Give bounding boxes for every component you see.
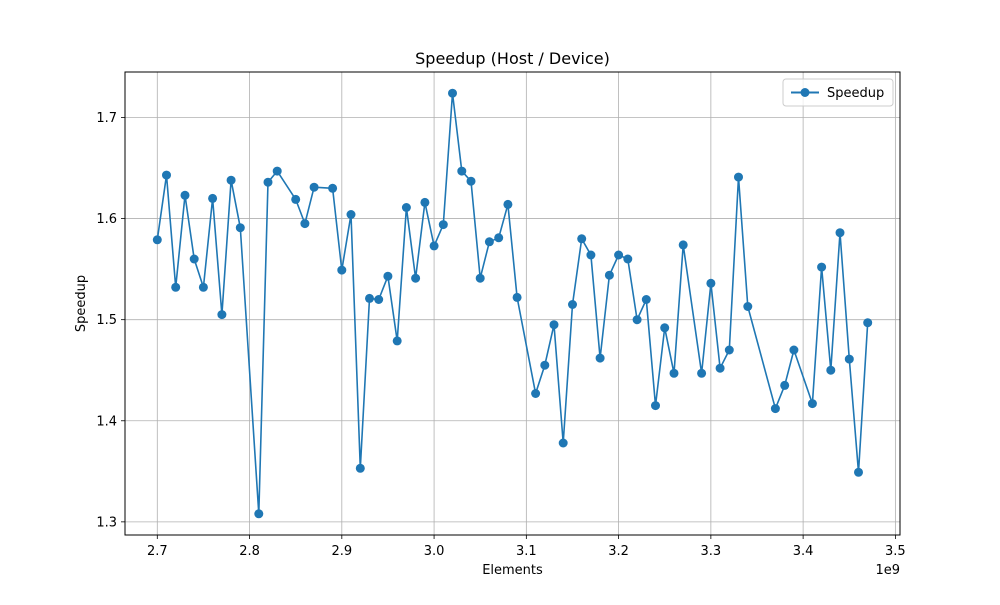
data-point [484,237,494,247]
y-tick-label: 1.3 [96,515,117,530]
data-point [420,197,430,207]
x-tick-label: 3.1 [516,544,537,559]
data-point [568,300,577,309]
data-point [346,210,356,219]
data-point [863,318,873,328]
data-point [365,293,374,303]
data-point [651,401,660,411]
data-point [678,240,688,250]
data-point [162,170,171,180]
data-point [198,282,208,292]
data-point [660,323,670,333]
y-axis-label: Speedup [74,275,89,332]
data-point [429,241,439,251]
data-point [300,219,310,229]
ticks-layer: 2.7 2.8 2.9 3.0 3.1 3.2 3.3 3.4 3.5 1.3 1.4 1.5 1.6 1… [96,111,905,559]
data-point [586,250,596,260]
data-point [208,193,218,203]
data-point [438,220,448,230]
data-point [475,273,485,283]
data-point [309,182,319,192]
data-point [817,262,827,272]
data-point [641,295,651,304]
data-point [854,467,863,477]
data-point [374,295,384,304]
y-tick-label: 1.6 [96,212,117,227]
data-point [512,292,522,302]
legend: Speedup [782,78,894,107]
x-tick-label: 3.0 [424,544,445,559]
data-point [189,254,199,264]
y-tick-label: 1.5 [96,313,117,328]
x-axis-label: Elements [482,563,543,578]
data-point [337,265,347,275]
data-point [328,183,338,193]
data-point [171,282,181,292]
x-tick-label: 3.4 [793,544,814,559]
data-point [706,278,716,288]
data-point [780,380,790,390]
data-point [254,509,264,519]
data-point [291,194,301,204]
x-tick-label: 2.9 [331,544,352,559]
data-point [383,271,393,281]
data-point [614,250,624,260]
data-point [235,223,245,233]
x-axis-offset-label: 1e9 [875,563,900,578]
data-point [558,438,568,448]
data-point [226,175,236,185]
data-point [540,360,550,370]
data-point [669,368,679,378]
legend-label: Speedup [827,86,884,101]
data-point [503,199,513,209]
data-point [217,310,227,320]
data-point [789,345,799,355]
data-point [448,88,457,98]
series-layer [152,88,873,519]
data-point [734,172,743,182]
data-point [743,302,753,311]
plot-frame [124,71,901,536]
data-point [724,345,734,355]
data-point [632,315,642,325]
x-tick-label: 3.5 [885,544,906,559]
x-tick-label: 3.2 [608,544,629,559]
data-point [623,254,633,264]
x-tick-label: 3.3 [701,544,722,559]
y-tick-label: 1.4 [96,414,117,429]
y-tick-label: 1.7 [96,111,117,126]
data-point [835,228,845,238]
data-point [826,365,836,375]
data-point [715,363,725,373]
data-point [411,273,421,283]
x-tick-label: 2.7 [147,544,168,559]
data-point [531,389,541,398]
data-point [807,399,817,409]
data-point [494,233,504,243]
data-point [152,235,162,245]
legend-box [782,78,894,107]
x-tick-label: 2.8 [239,544,260,559]
data-point [604,270,614,280]
legend-marker-sample [800,88,810,97]
data-point [355,463,365,473]
data-point [392,336,402,346]
data-point [457,166,467,176]
data-point [401,203,411,212]
data-point [697,368,707,378]
chart-title: Speedup (Host / Device) [415,49,610,68]
data-point [466,176,476,186]
data-point [272,166,282,176]
data-point [549,320,559,330]
data-point [844,354,854,364]
data-point [180,190,190,200]
data-point [577,234,587,244]
data-point [770,404,780,414]
series-line [156,92,869,515]
data-point [595,353,605,363]
grid-layer [125,72,900,535]
data-point [263,177,273,187]
